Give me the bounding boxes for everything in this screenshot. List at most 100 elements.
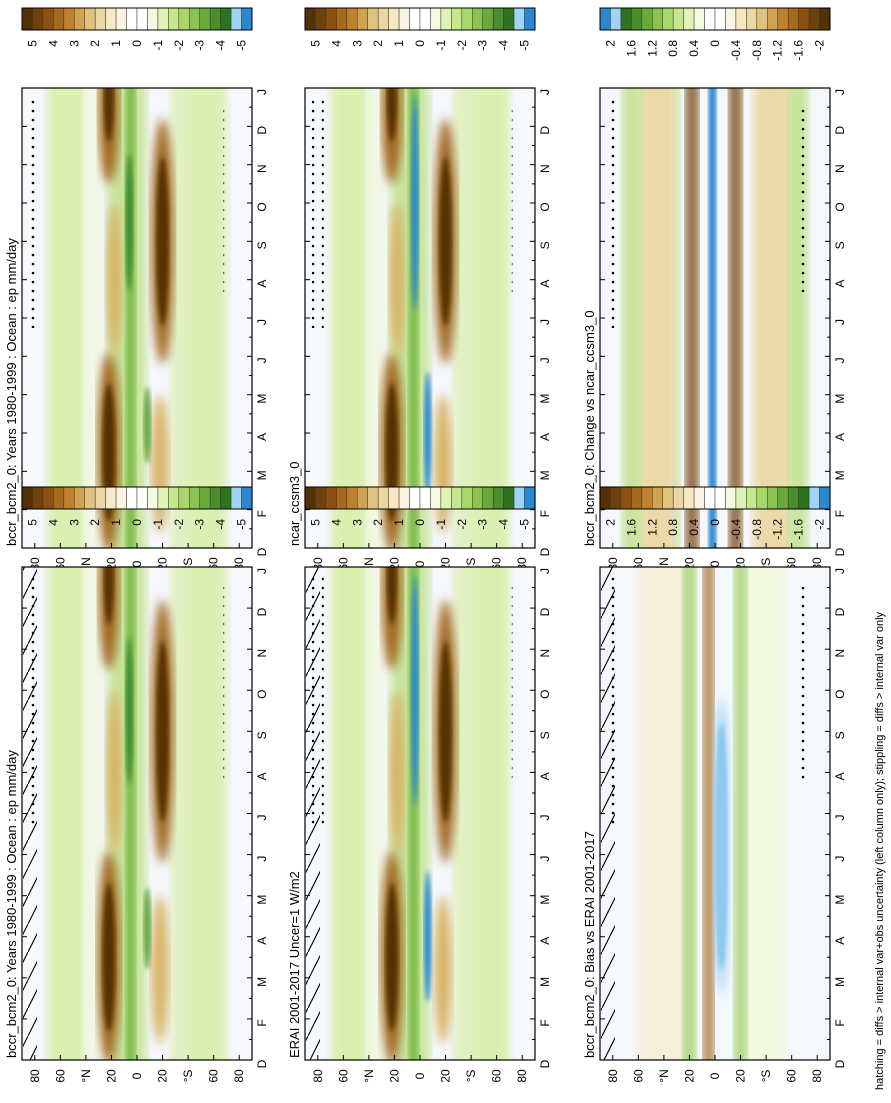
- colorbar-swatch: [168, 7, 180, 31]
- colorbar-swatch: [767, 486, 778, 510]
- colorbar-swatch: [178, 7, 190, 31]
- month-tick-label: S: [255, 731, 269, 739]
- month-tick-label: S: [255, 241, 269, 249]
- month-tick-label: M: [833, 470, 847, 480]
- colorbar-label: 0: [413, 40, 427, 47]
- stippling: [311, 98, 324, 328]
- colorbar-swatch: [21, 7, 33, 31]
- month-tick-label: A: [255, 937, 269, 945]
- colorbar-swatch: [63, 486, 75, 510]
- lat-tick-label: 80: [28, 1069, 42, 1083]
- panel-title: bccr_bcm2_0: Years 1980-1999 : Ocean : e…: [4, 750, 19, 1058]
- month-tick-label: O: [255, 690, 269, 699]
- colorbar-label: 0: [708, 40, 722, 47]
- colorbar-label: -2: [172, 40, 186, 51]
- colorbar-swatch: [336, 7, 348, 31]
- month-tick-label: M: [833, 895, 847, 905]
- month-tick-label: N: [255, 164, 269, 173]
- colorbar-label: -2: [813, 519, 827, 530]
- colorbar-swatch: [220, 7, 232, 31]
- colorbar-swatch: [652, 486, 663, 510]
- month-tick-label: J: [255, 568, 269, 574]
- month-tick-label: J: [255, 319, 269, 325]
- colorbar-swatch: [315, 486, 327, 510]
- colorbar-swatch: [357, 486, 368, 510]
- lat-tick-label: 0: [708, 560, 722, 567]
- colorbar-swatch: [220, 486, 232, 510]
- month-tick-label: M: [833, 977, 847, 987]
- colorbar-swatch: [126, 486, 138, 510]
- month-tick-label: M: [538, 895, 552, 905]
- lat-tick-label: 20: [156, 1069, 170, 1083]
- colorbar-swatch: [398, 7, 410, 31]
- colorbar-label: 4: [329, 40, 343, 47]
- colorbar-swatch: [704, 486, 716, 510]
- colorbar-label: 0: [708, 519, 722, 526]
- colorbar-swatch: [714, 7, 726, 31]
- month-tick-label: A: [538, 937, 552, 945]
- colorbar-swatch: [672, 7, 684, 31]
- colorbar-label: -0.8: [750, 40, 764, 61]
- colorbar-label: 2: [371, 519, 385, 526]
- colorbar-label: -2: [813, 40, 827, 51]
- colorbar-label: 2: [603, 40, 617, 47]
- colorbar-label: 2: [88, 519, 102, 526]
- colorbar-swatch: [346, 7, 358, 31]
- panel-left-top: D F M A M J J A S O N D J 80 60 °N 20 0 20 °S 60 80 bccr_bcm2_…: [4, 566, 269, 1083]
- month-tick-label: J: [538, 89, 552, 95]
- colorbar-swatch: [126, 7, 138, 31]
- month-tick-label: F: [255, 1019, 269, 1026]
- month-tick-label: D: [255, 547, 269, 556]
- colorbar-swatch: [74, 486, 85, 510]
- colorbar-swatch: [136, 7, 148, 31]
- month-tick-label: J: [833, 568, 847, 574]
- month-tick-label: A: [833, 772, 847, 780]
- colorbar-label: 4: [46, 40, 60, 47]
- month-tick-label: A: [538, 280, 552, 288]
- colorbar-swatch: [819, 7, 831, 31]
- month-tick-label: F: [255, 510, 269, 517]
- colorbar-label: -1: [151, 40, 165, 51]
- month-tick-label: N: [833, 649, 847, 658]
- lat-tick-label: °N: [362, 1069, 376, 1082]
- colorbar-swatch: [503, 486, 515, 510]
- colorbar-label: 1.6: [624, 40, 638, 57]
- lat-tick-label: °S: [464, 1070, 478, 1083]
- colorbar-swatch: [84, 486, 96, 510]
- colorbar-swatch: [777, 486, 789, 510]
- colorbar-swatch: [662, 486, 674, 510]
- colorbar-diff_reversed: 2 1.6 1.2 0.8 0.4 0 -0.4 -0.8 -1.2 -1.6 -2: [599, 7, 831, 61]
- colorbar-swatch: [241, 7, 253, 31]
- month-tick-label: M: [538, 470, 552, 480]
- colorbar-swatch: [492, 7, 504, 31]
- month-tick-label: N: [833, 164, 847, 173]
- colorbar-swatch: [367, 7, 379, 31]
- panel-left-middle: D F M A M J J A S O N D J 80 60 °N 20 0 20 °S 60 80 ERAI 2001-…: [287, 566, 552, 1083]
- colorbar-swatch: [115, 7, 127, 31]
- colorbar-swatch: [787, 486, 799, 510]
- colorbar-label: 4: [46, 519, 60, 526]
- colorbar-swatch: [94, 7, 106, 31]
- colorbar-swatch: [610, 486, 622, 510]
- lat-tick-label: 20: [387, 1069, 401, 1083]
- heatmap-field: [305, 567, 535, 1060]
- colorbar-swatch: [105, 7, 117, 31]
- colorbar-label: 0.4: [687, 40, 701, 57]
- colorbar-label: 0.8: [666, 519, 680, 536]
- colorbar-swatch: [652, 7, 663, 31]
- colorbar-label: -1.2: [771, 40, 785, 61]
- colorbar-swatch: [714, 486, 726, 510]
- lat-tick-label: 80: [810, 1069, 824, 1083]
- colorbar-swatch: [32, 486, 44, 510]
- colorbar-swatch: [451, 486, 463, 510]
- colorbar-label: -5: [235, 40, 249, 51]
- colorbar-label: 5: [308, 519, 322, 526]
- month-tick-label: J: [538, 815, 552, 821]
- month-tick-label: A: [255, 772, 269, 780]
- colorbar-swatch: [304, 7, 316, 31]
- panel-left-bottom: D F M A M J J A S O N D J 80 60 °N 20 0 20 °S 60 80 bccr_bcm2_…: [582, 566, 847, 1083]
- colorbar-swatch: [631, 7, 643, 31]
- month-tick-label: J: [255, 815, 269, 821]
- colorbar-swatch: [199, 486, 211, 510]
